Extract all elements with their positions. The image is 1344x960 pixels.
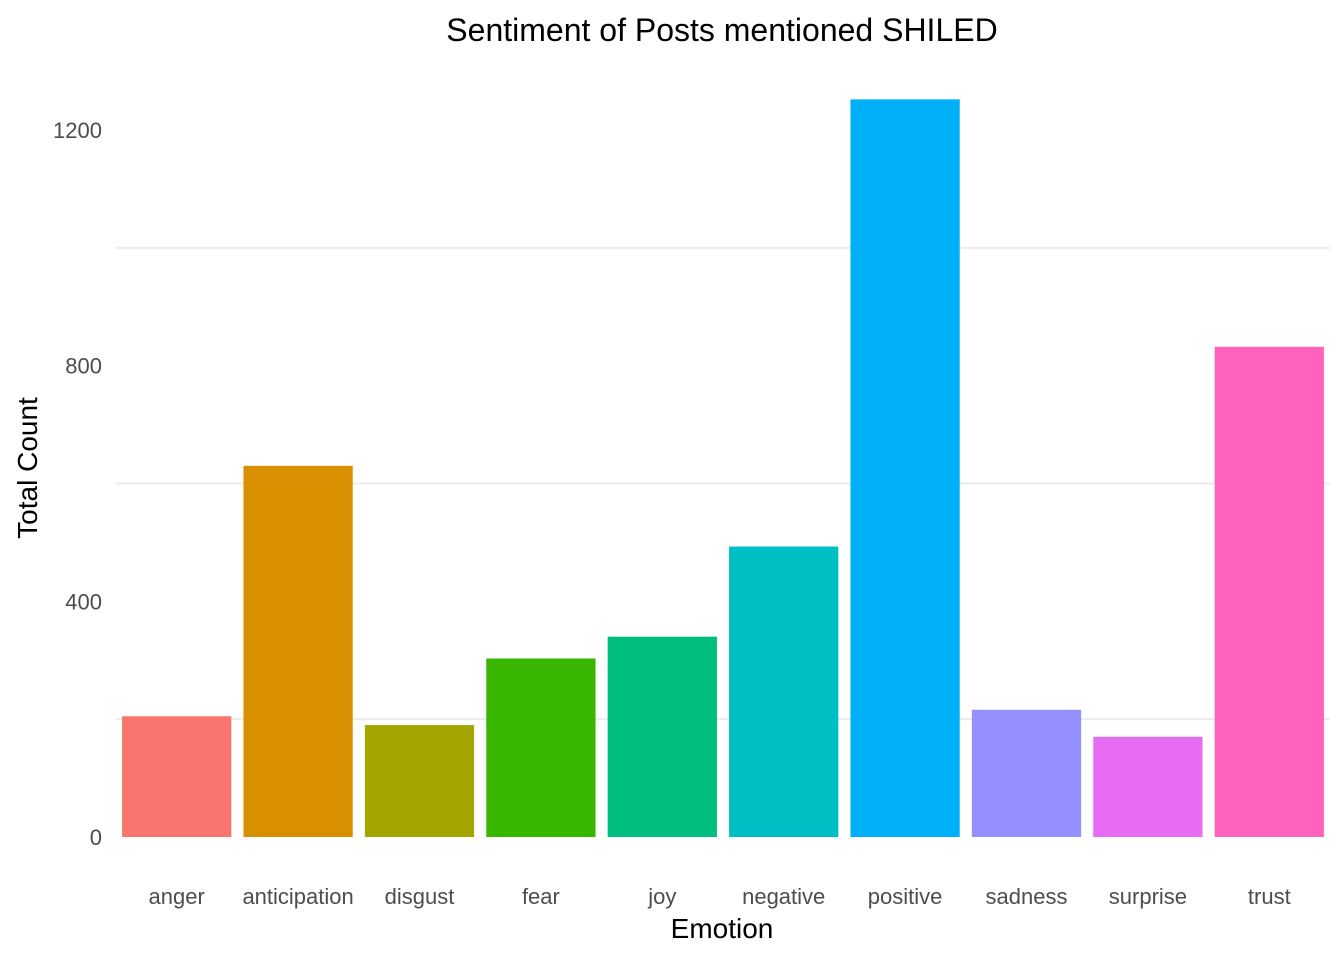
x-tick-label: trust — [1248, 884, 1291, 909]
y-tick-label: 1200 — [53, 118, 102, 143]
bar-joy — [607, 636, 717, 837]
bar-trust — [1214, 346, 1324, 837]
y-tick-label: 800 — [65, 354, 102, 379]
x-tick-label: anger — [149, 884, 205, 909]
y-axis-ticks: 0 400 800 1200 — [53, 118, 102, 850]
bar-anticipation — [243, 465, 353, 837]
chart-title: Sentiment of Posts mentioned SHILED — [446, 12, 997, 48]
x-tick-label: negative — [742, 884, 825, 909]
y-tick-label: 0 — [90, 825, 102, 850]
x-tick-label: disgust — [385, 884, 455, 909]
bar-negative — [729, 546, 839, 837]
x-axis-title: Emotion — [671, 913, 774, 944]
y-axis-title: Total Count — [12, 397, 43, 539]
y-tick-label: 400 — [65, 589, 102, 614]
x-tick-label: joy — [647, 884, 676, 909]
bar-sadness — [971, 709, 1082, 837]
bar-surprise — [1093, 736, 1203, 837]
bar-positive — [850, 99, 960, 837]
bar-disgust — [364, 725, 475, 837]
bar-anger — [122, 716, 232, 837]
x-axis-ticks: anger anticipation disgust fear joy negative p… — [149, 884, 1291, 909]
bars — [122, 99, 1324, 837]
bar-fear — [486, 658, 596, 837]
x-tick-label: surprise — [1109, 884, 1187, 909]
x-tick-label: fear — [522, 884, 560, 909]
x-tick-label: anticipation — [242, 884, 353, 909]
x-tick-label: positive — [868, 884, 943, 909]
x-tick-label: sadness — [986, 884, 1068, 909]
